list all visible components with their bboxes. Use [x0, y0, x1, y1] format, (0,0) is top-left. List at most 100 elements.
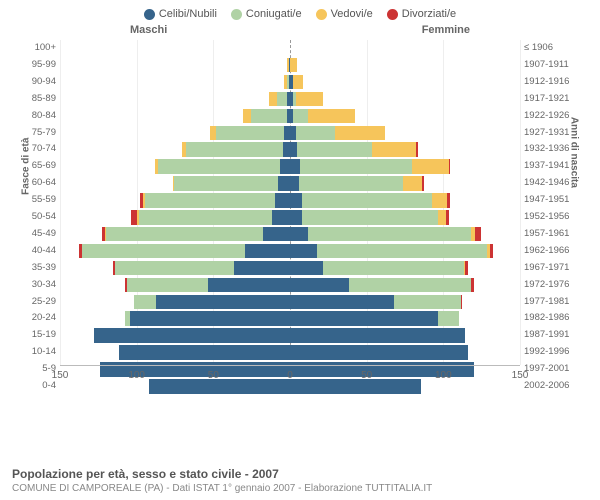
x-tick-label: 50 [208, 370, 219, 381]
birth-year-label: 1912-1916 [524, 74, 580, 90]
bar-female [290, 58, 297, 73]
header-male: Maschi [130, 24, 167, 36]
bar-segment [269, 92, 276, 107]
legend-item: Divorziati/e [387, 8, 456, 20]
legend-swatch [316, 9, 327, 20]
bar-segment [465, 261, 468, 276]
age-label: 5-9 [20, 361, 56, 377]
bar-segment [290, 159, 300, 174]
age-label: 75-79 [20, 125, 56, 141]
bar-segment [290, 278, 349, 293]
bar-female [290, 244, 493, 259]
birth-year-label: 1932-1936 [524, 141, 580, 157]
x-tick-label: 150 [52, 370, 69, 381]
birth-year-label: 1907-1911 [524, 57, 580, 73]
legend-label: Divorziati/e [402, 8, 456, 20]
bar-segment [290, 227, 308, 242]
bar-segment [403, 176, 422, 191]
bar-segment [251, 109, 287, 124]
bar-female [290, 295, 462, 310]
bar-segment [300, 159, 411, 174]
bar-male [182, 142, 290, 157]
birth-year-label: 1962-1966 [524, 243, 580, 259]
bar-segment [308, 109, 355, 124]
bar-female [290, 142, 418, 157]
age-label: 20-24 [20, 310, 56, 326]
birth-year-label: 2002-2006 [524, 378, 580, 394]
bar-segment [372, 142, 417, 157]
age-row: 65-691937-1941 [60, 158, 520, 175]
bar-segment [216, 126, 284, 141]
age-label: 100+ [20, 40, 56, 56]
bar-segment [245, 244, 290, 259]
header-female: Femmine [422, 24, 470, 36]
birth-year-label: 1917-1921 [524, 91, 580, 107]
bar-segment [293, 75, 303, 90]
bar-segment [317, 244, 488, 259]
bar-male [269, 92, 290, 107]
chart-area: Fasce di età Anni di nascita 100+≤ 19069… [20, 40, 580, 425]
age-row: 95-991907-1911 [60, 57, 520, 74]
birth-year-label: 1947-1951 [524, 192, 580, 208]
bar-segment [335, 126, 385, 141]
age-row: 45-491957-1961 [60, 226, 520, 243]
bar-segment [82, 244, 245, 259]
bar-segment [290, 244, 317, 259]
bar-male [125, 278, 290, 293]
bar-female [290, 328, 465, 343]
bar-female [290, 261, 468, 276]
bar-segment [243, 109, 252, 124]
bar-segment [208, 278, 290, 293]
birth-year-label: 1957-1961 [524, 226, 580, 242]
legend: Celibi/NubiliConiugati/eVedovi/eDivorzia… [0, 0, 600, 24]
age-label: 50-54 [20, 209, 56, 225]
bar-segment [275, 193, 290, 208]
bar-segment [127, 278, 209, 293]
x-tick-label: 100 [128, 370, 145, 381]
birth-year-label: 1927-1931 [524, 125, 580, 141]
bar-segment [290, 58, 297, 73]
age-label: 35-39 [20, 260, 56, 276]
bar-segment [449, 159, 450, 174]
bar-male [79, 244, 290, 259]
footer: Popolazione per età, sesso e stato civil… [12, 467, 432, 494]
bar-segment [432, 193, 447, 208]
bar-segment [283, 142, 290, 157]
bar-female [290, 75, 303, 90]
birth-year-label: 1977-1981 [524, 294, 580, 310]
bar-segment [308, 227, 471, 242]
bar-segment [412, 159, 449, 174]
age-label: 70-74 [20, 141, 56, 157]
bar-male [155, 159, 290, 174]
age-row: 85-891917-1921 [60, 91, 520, 108]
bar-female [290, 193, 450, 208]
birth-year-label: 1972-1976 [524, 277, 580, 293]
x-tick-label: 100 [435, 370, 452, 381]
bar-female [290, 227, 481, 242]
bar-male [210, 126, 290, 141]
bar-female [290, 159, 450, 174]
age-row: 80-841922-1926 [60, 108, 520, 125]
bar-segment [490, 244, 493, 259]
x-axis: 15010050050100150 [60, 365, 520, 395]
chart-subtitle: COMUNE DI CAMPOREALE (PA) - Dati ISTAT 1… [12, 483, 432, 494]
age-label: 60-64 [20, 175, 56, 191]
bar-segment [290, 295, 394, 310]
age-row: 30-341972-1976 [60, 277, 520, 294]
bar-female [290, 278, 474, 293]
bar-segment [290, 345, 468, 360]
bar-segment [158, 159, 280, 174]
age-label: 65-69 [20, 158, 56, 174]
chart-title: Popolazione per età, sesso e stato civil… [12, 467, 432, 481]
legend-swatch [144, 9, 155, 20]
birth-year-label: ≤ 1906 [524, 40, 580, 56]
bar-female [290, 210, 449, 225]
age-label: 25-29 [20, 294, 56, 310]
bar-female [290, 109, 355, 124]
bar-segment [234, 261, 290, 276]
bar-segment [416, 142, 417, 157]
age-row: 100+≤ 1906 [60, 40, 520, 57]
age-label: 0-4 [20, 378, 56, 394]
bar-male [131, 210, 290, 225]
plot: Fasce di età Anni di nascita 100+≤ 19069… [60, 40, 520, 395]
